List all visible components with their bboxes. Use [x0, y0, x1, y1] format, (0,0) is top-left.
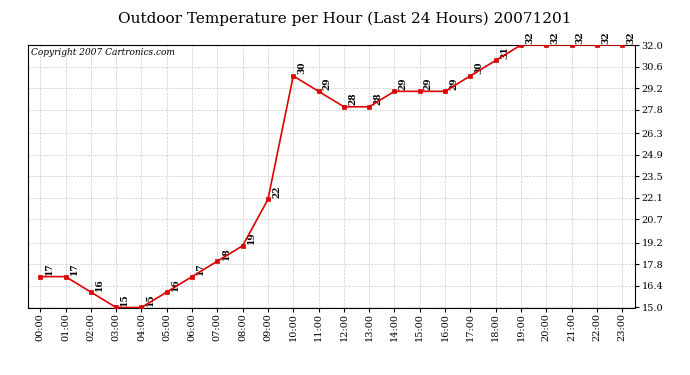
Text: Copyright 2007 Cartronics.com: Copyright 2007 Cartronics.com — [30, 48, 175, 57]
Text: 17: 17 — [196, 262, 205, 275]
Text: 32: 32 — [575, 31, 584, 44]
Text: 32: 32 — [601, 31, 610, 44]
Text: 15: 15 — [146, 294, 155, 306]
Text: 30: 30 — [475, 62, 484, 75]
Text: 16: 16 — [95, 278, 104, 291]
Text: 28: 28 — [348, 93, 357, 105]
Text: 29: 29 — [399, 77, 408, 90]
Text: 30: 30 — [297, 62, 306, 75]
Text: 17: 17 — [44, 262, 53, 275]
Text: 28: 28 — [373, 93, 382, 105]
Text: 29: 29 — [449, 77, 458, 90]
Text: Outdoor Temperature per Hour (Last 24 Hours) 20071201: Outdoor Temperature per Hour (Last 24 Ho… — [118, 11, 572, 26]
Text: 15: 15 — [120, 294, 129, 306]
Text: 18: 18 — [221, 247, 230, 260]
Text: 17: 17 — [70, 262, 79, 275]
Text: 31: 31 — [500, 46, 509, 59]
Text: 29: 29 — [323, 77, 332, 90]
Text: 19: 19 — [247, 232, 256, 244]
Text: 32: 32 — [551, 31, 560, 44]
Text: 29: 29 — [424, 77, 433, 90]
Text: 22: 22 — [272, 186, 281, 198]
Text: 32: 32 — [627, 31, 635, 44]
Text: 32: 32 — [525, 31, 534, 44]
Text: 16: 16 — [171, 278, 180, 291]
